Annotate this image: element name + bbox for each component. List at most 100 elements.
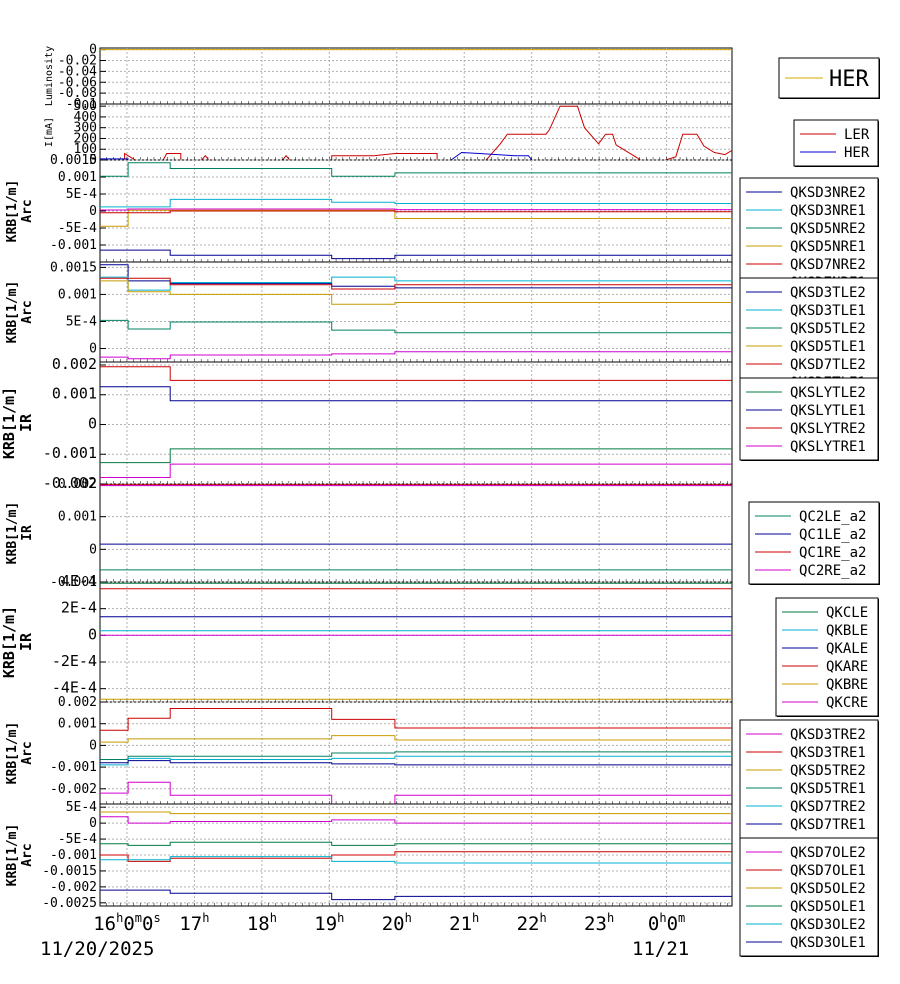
series-line-qksd7tle2 xyxy=(100,277,732,290)
series-line-qksd5tre2 xyxy=(100,735,732,743)
plot-frame xyxy=(99,47,733,105)
legend-label: QKARE xyxy=(826,659,868,675)
y-tick-label: -5E-4 xyxy=(58,832,97,847)
legend-label: QKSD5NRE2 xyxy=(790,221,866,237)
y-tick-label: 5E-4 xyxy=(66,800,97,815)
series-line-qkslytle2 xyxy=(100,448,732,464)
y-tick-label: 0 xyxy=(89,204,97,219)
y-tick-label: 0.001 xyxy=(52,385,97,403)
series-line-qksd5tle1 xyxy=(100,280,732,305)
series-line-qksd7tle1 xyxy=(100,351,732,360)
legend-p1: HER xyxy=(778,57,880,99)
legend-label: QKSD7NRE2 xyxy=(790,257,866,273)
legend-label: QKSD5TRE2 xyxy=(790,763,866,779)
y-axis-label: Luminosity xyxy=(44,46,55,106)
legend-label: QKSD3TLE1 xyxy=(790,303,866,319)
x-tick-label: 23h xyxy=(584,911,614,935)
legend-label: QKSD3NRE2 xyxy=(790,185,866,201)
y-tick-label: 0 xyxy=(89,341,97,356)
x-tick-label: 0h0m xyxy=(648,911,685,935)
series-line-her xyxy=(100,151,732,160)
legend-label: QC1LE_a2 xyxy=(799,527,866,543)
x-tick-label: 16h0m0s xyxy=(93,911,161,935)
legend-label: QC2LE_a2 xyxy=(799,509,866,525)
legend-p8: QKSD3TRE2 QKSD3TRE1 QKSD5TRE2 QKSD5TRE1 QKSD… xyxy=(739,719,879,839)
legend-label: QKSD3OLE2 xyxy=(790,917,866,933)
y-tick-label: 0 xyxy=(88,625,97,643)
series-line-qksd7ole2 xyxy=(100,816,732,824)
y-tick-label: -0.04 xyxy=(58,64,97,79)
legend-label: QKSLYTLE2 xyxy=(790,385,866,401)
y-tick-label: 0.002 xyxy=(58,695,97,710)
y-tick-label: -4E-4 xyxy=(52,679,97,697)
y-tick-label: 2E-4 xyxy=(61,599,97,617)
legend-label: HER xyxy=(829,67,869,92)
series-line-qksd7nre1 xyxy=(100,208,732,211)
legend-p5: QKSLYTLE2 QKSLYTLE1 QKSLYTRE2 QKSLYTRE1 xyxy=(739,377,879,461)
legend-box xyxy=(739,719,879,839)
legend-label: QKSD5TLE1 xyxy=(790,339,866,355)
legend-label: QKSD7TRE1 xyxy=(790,817,866,833)
y-tick-label: -0.002 xyxy=(43,474,97,492)
legend-p3: QKSD3NRE2 QKSD3NRE1 QKSD5NRE2 QKSD5NRE1 QKSD… xyxy=(739,177,879,297)
y-tick-label: 100 xyxy=(74,142,97,157)
legend-label: QKSD3OLE1 xyxy=(790,935,866,951)
legend-p7: QKCLE QKBLE QKALE QKARE QKBRE QKCRE xyxy=(775,597,879,717)
x-tick-label: 17h xyxy=(179,911,209,935)
legend-p9: QKSD7OLE2 QKSD7OLE1 QKSD5OLE2 QKSD5OLE1 QKSD… xyxy=(739,837,879,957)
legend-box xyxy=(739,277,879,397)
legend-label: QKSD5OLE1 xyxy=(790,899,866,915)
y-axis-label: KRB[1/m] xyxy=(5,281,20,344)
y-tick-label: -0.002 xyxy=(50,880,97,895)
legend-box xyxy=(739,177,879,297)
y-axis-label-2: Arc xyxy=(20,843,35,866)
series-line-qksd5ole1 xyxy=(100,841,732,846)
y-axis-label: KRB[1/m] xyxy=(5,502,20,565)
y-tick-label: -0.001 xyxy=(50,848,97,863)
series-line-qksd3ole1 xyxy=(100,889,732,901)
x-tick-label: 22h xyxy=(517,911,547,935)
y-tick-label: 200 xyxy=(74,131,97,146)
series-line-qksd5tle2 xyxy=(100,319,732,334)
legend-label: QKSD3TLE2 xyxy=(790,285,866,301)
panel-p7: 4E-4 2E-4 0 -2E-4 -4E-4 KRB[1/m] IR xyxy=(0,572,733,703)
legend-label: QKSD7OLE2 xyxy=(790,845,866,861)
y-tick-label: 500 xyxy=(74,99,97,114)
series-line-qksd3tre1 xyxy=(100,708,732,731)
legend-box xyxy=(739,837,879,957)
legend-label: QKSLYTRE2 xyxy=(790,421,866,437)
legend-label: QKSD5TRE1 xyxy=(790,781,866,797)
y-tick-label: 0.001 xyxy=(58,287,97,302)
x-tick-label: 21h xyxy=(449,911,479,935)
legend-label: QKSD5NRE1 xyxy=(790,239,866,255)
y-tick-label: -0.06 xyxy=(58,75,97,90)
series-line-qksd5nre2 xyxy=(100,162,732,177)
y-tick-label: 0 xyxy=(89,43,97,58)
series-line-qkslytle1 xyxy=(100,386,732,402)
series-line-qksd7ole1 xyxy=(100,851,732,862)
y-tick-label: -0.02 xyxy=(58,54,97,69)
y-tick-label: 0 xyxy=(88,414,97,432)
y-tick-label: -5E-4 xyxy=(58,221,97,236)
x-axis-labels: 16h0m0s 17h 18h 19h 20h 21h 22h 23h 0h0m xyxy=(93,911,685,935)
y-tick-label: 0.001 xyxy=(58,510,97,525)
y-axis-label: KRB[1/m] xyxy=(5,722,20,785)
y-axis-label-2: Arc xyxy=(20,199,35,222)
y-tick-label: 0.001 xyxy=(58,717,97,732)
legend-label: LER xyxy=(844,127,870,143)
plot-frame xyxy=(99,483,733,583)
series-line-qkslytre2 xyxy=(100,366,732,381)
legend-label: QKSD3NRE1 xyxy=(790,203,866,219)
y-tick-label: -0.001 xyxy=(43,444,97,462)
y-tick-label: 0 xyxy=(89,738,97,753)
y-tick-label: -0.001 xyxy=(50,760,97,775)
y-tick-label: -0.0015 xyxy=(42,864,97,879)
series-line-qksd3ole2 xyxy=(100,856,732,864)
legend-label: QKCLE xyxy=(826,605,868,621)
legend-p4: QKSD3TLE2 QKSD3TLE1 QKSD5TLE2 QKSD5TLE1 QKSD… xyxy=(739,277,879,397)
legend-p6: QC2LE_a2 QC1LE_a2 QC1RE_a2 QC2RE_a2 xyxy=(748,501,880,585)
panel-p4: 0.0015 0.001 5E-4 0 KRB[1/m] Arc xyxy=(5,260,733,363)
y-tick-label: 5E-4 xyxy=(66,187,97,202)
